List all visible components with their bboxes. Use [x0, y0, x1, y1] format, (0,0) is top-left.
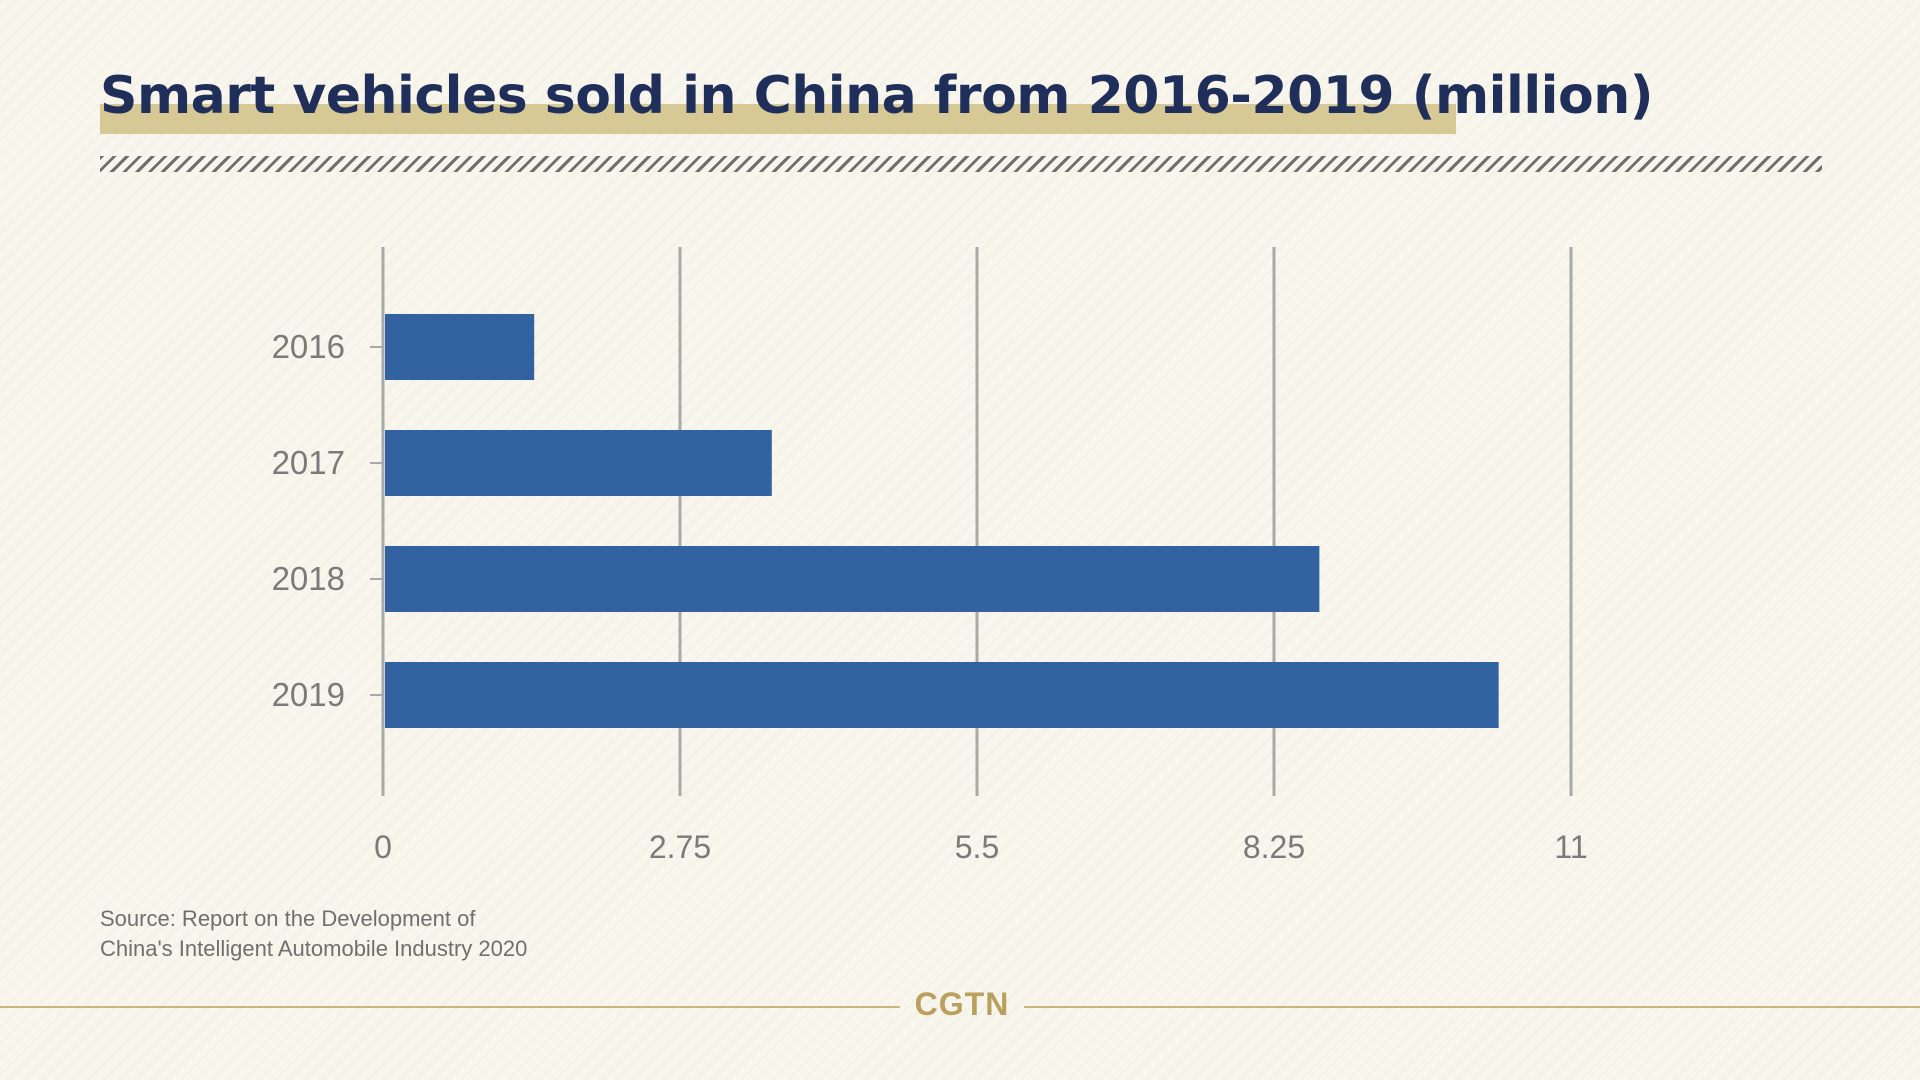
- x-tick-label: 8.25: [1243, 829, 1305, 865]
- y-tick-label: 2016: [272, 328, 345, 365]
- y-tick-label: 2019: [272, 676, 345, 713]
- brand-logo: CGTN: [914, 986, 1010, 1022]
- bar-2016: [385, 314, 535, 380]
- page-title: Smart vehicles sold in China from 2016-2…: [100, 66, 1653, 126]
- y-tick-label: 2018: [272, 560, 345, 597]
- x-tick-label: 2.75: [649, 829, 711, 865]
- source-note: Source: Report on the Development of Chi…: [100, 904, 527, 964]
- footer-rule-right: [1024, 1006, 1920, 1008]
- bar-2017: [385, 430, 772, 496]
- footer-rule-left: [0, 1006, 900, 1008]
- source-line-1: Source: Report on the Development of: [100, 906, 476, 931]
- bar-2019: [385, 662, 1499, 728]
- y-tick-label: 2017: [272, 444, 345, 481]
- x-tick-label: 0: [374, 829, 392, 865]
- x-tick-label: 5.5: [955, 829, 999, 865]
- source-line-2: China's Intelligent Automobile Industry …: [100, 936, 528, 961]
- title-highlight: [100, 104, 1456, 134]
- x-tick-label: 11: [1554, 829, 1587, 865]
- hatched-divider: [100, 156, 1822, 172]
- bar-2018: [385, 546, 1320, 612]
